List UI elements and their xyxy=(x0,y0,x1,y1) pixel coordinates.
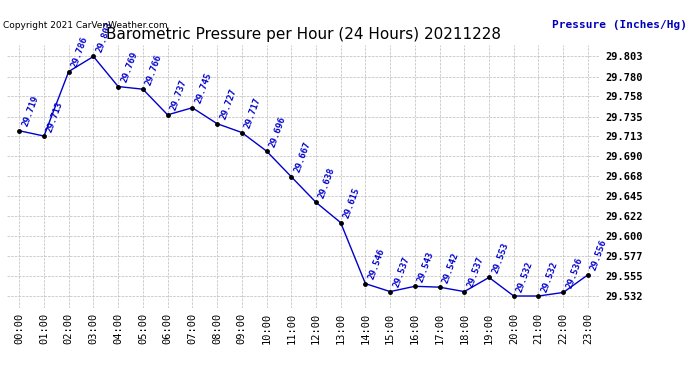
Text: 29.769: 29.769 xyxy=(119,50,139,84)
Text: 29.532: 29.532 xyxy=(515,260,535,293)
Text: 29.553: 29.553 xyxy=(491,241,510,274)
Title: Barometric Pressure per Hour (24 Hours) 20211228: Barometric Pressure per Hour (24 Hours) … xyxy=(106,27,501,42)
Text: 29.737: 29.737 xyxy=(169,79,188,112)
Text: 29.537: 29.537 xyxy=(391,255,411,289)
Text: 29.717: 29.717 xyxy=(243,96,263,130)
Text: 29.786: 29.786 xyxy=(70,35,90,69)
Text: 29.537: 29.537 xyxy=(466,255,485,289)
Text: 29.727: 29.727 xyxy=(219,87,238,121)
Text: Pressure (Inches/Hg): Pressure (Inches/Hg) xyxy=(551,20,687,30)
Text: 29.766: 29.766 xyxy=(144,53,164,86)
Text: 29.532: 29.532 xyxy=(540,260,560,293)
Text: 29.719: 29.719 xyxy=(21,94,40,128)
Text: 29.543: 29.543 xyxy=(416,250,436,284)
Text: 29.745: 29.745 xyxy=(194,72,213,105)
Text: 29.546: 29.546 xyxy=(367,248,386,281)
Text: 29.556: 29.556 xyxy=(589,238,609,272)
Text: 29.667: 29.667 xyxy=(293,141,312,174)
Text: 29.638: 29.638 xyxy=(317,166,337,200)
Text: 29.615: 29.615 xyxy=(342,186,362,220)
Text: Copyright 2021 CarVenWeather.com: Copyright 2021 CarVenWeather.com xyxy=(3,21,168,30)
Text: 29.542: 29.542 xyxy=(441,251,460,284)
Text: 29.696: 29.696 xyxy=(268,115,288,148)
Text: 29.803: 29.803 xyxy=(95,20,115,54)
Text: 29.536: 29.536 xyxy=(564,256,584,290)
Text: 29.713: 29.713 xyxy=(46,100,65,133)
